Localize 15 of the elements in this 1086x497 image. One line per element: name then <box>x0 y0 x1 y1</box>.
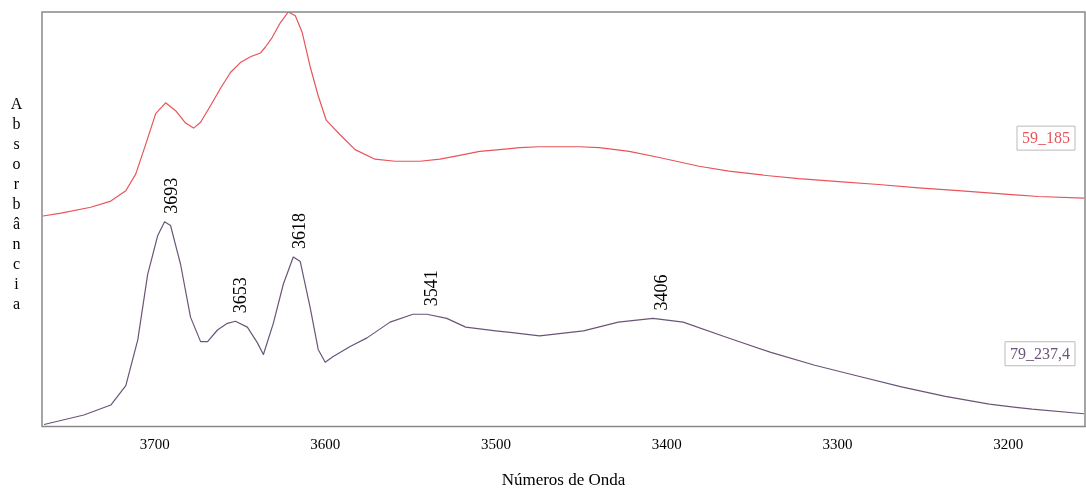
text: 79_237,4 <box>1010 344 1070 362</box>
y-axis-title: Absorbância <box>8 95 25 315</box>
x-tick-label: 3700 <box>139 435 170 452</box>
annotation: 3693 <box>161 177 182 214</box>
annotation: 3618 <box>289 213 310 250</box>
x-axis-title: Números de Onda <box>501 470 626 490</box>
x-tick-label: 3600 <box>310 435 341 452</box>
x-tick-label: 3400 <box>651 435 682 452</box>
annotation: 3406 <box>651 274 672 311</box>
x-tick-label: 3300 <box>822 435 853 452</box>
x-tick-label: 3500 <box>481 435 512 452</box>
text: 59_185 <box>1022 129 1070 147</box>
annotation: 3541 <box>420 270 441 307</box>
annotation: 3653 <box>229 277 250 314</box>
x-tick-label: 3200 <box>993 435 1024 452</box>
